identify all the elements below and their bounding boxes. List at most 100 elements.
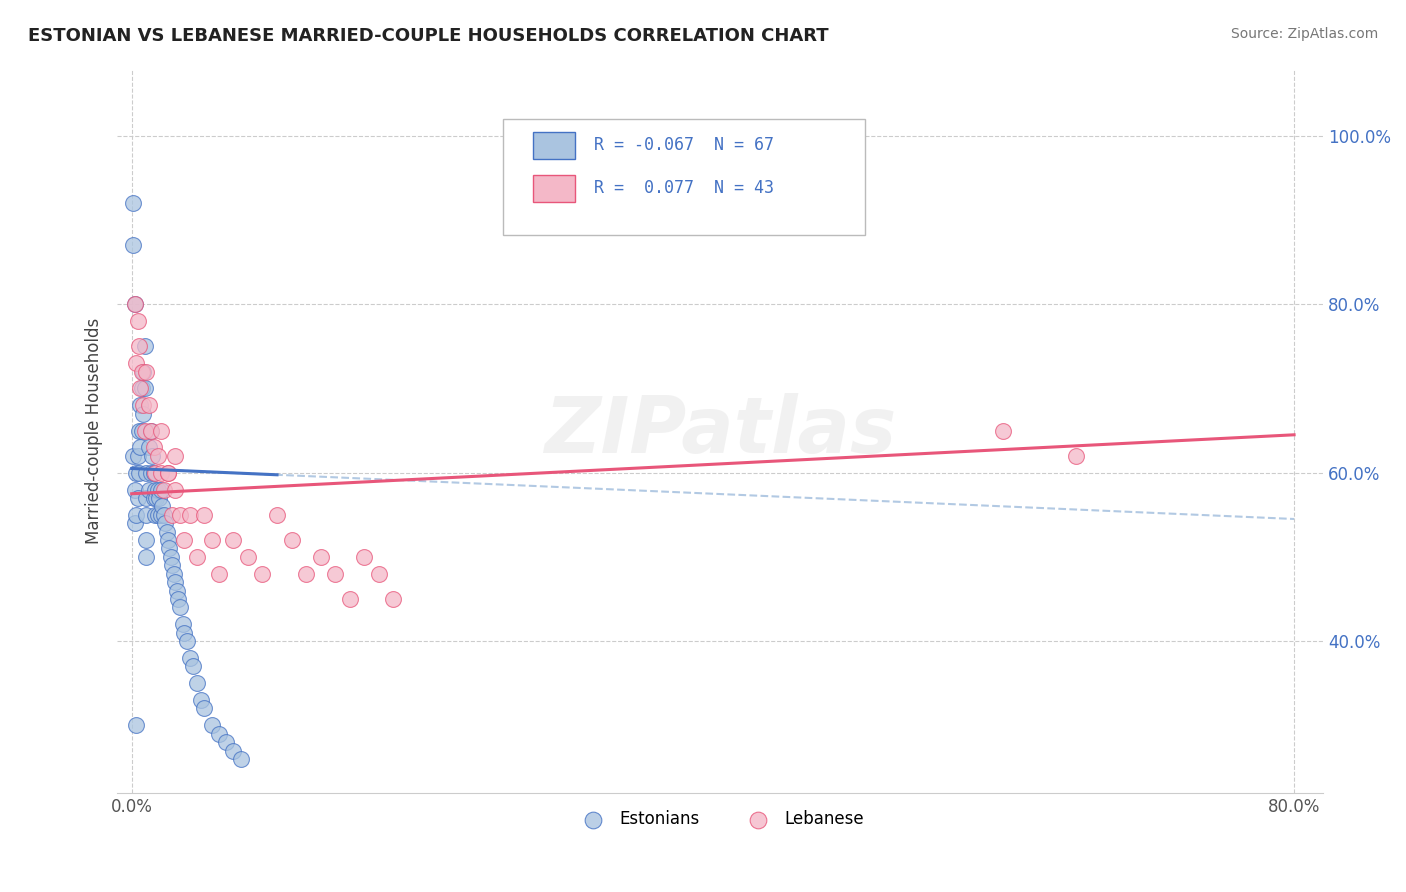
Point: [208, 566, 231, 581]
Point: [339, 592, 361, 607]
Point: [135, 533, 157, 547]
Point: [134, 382, 156, 396]
Point: [135, 508, 157, 522]
Point: [162, 508, 184, 522]
Point: [142, 491, 165, 505]
Point: [149, 483, 172, 497]
Point: [162, 558, 184, 573]
Point: [309, 549, 332, 564]
Point: [138, 483, 160, 497]
Point: [142, 441, 165, 455]
Point: [193, 701, 215, 715]
Point: [173, 533, 195, 547]
Point: [150, 500, 173, 514]
Point: [186, 549, 208, 564]
Point: [173, 625, 195, 640]
Point: [124, 297, 146, 311]
Point: [382, 592, 405, 607]
Point: [148, 491, 170, 505]
Point: [122, 449, 145, 463]
Point: [127, 491, 149, 505]
Point: [157, 466, 180, 480]
Point: [166, 583, 188, 598]
Point: [160, 549, 183, 564]
Point: [131, 424, 153, 438]
Point: [146, 449, 169, 463]
Point: [179, 651, 201, 665]
Point: [215, 735, 238, 749]
Point: [190, 693, 212, 707]
Point: [159, 541, 181, 556]
Point: [125, 356, 148, 370]
Point: [131, 382, 153, 396]
Point: [222, 533, 245, 547]
Point: [124, 483, 146, 497]
Point: [145, 491, 167, 505]
Point: [149, 424, 172, 438]
Point: [157, 533, 180, 547]
Point: [132, 398, 155, 412]
Point: [125, 508, 148, 522]
Text: R =  0.077  N = 43: R = 0.077 N = 43: [593, 179, 773, 197]
Point: [165, 449, 187, 463]
Point: [149, 508, 172, 522]
Point: [125, 466, 148, 480]
Point: [229, 752, 252, 766]
Text: R = -0.067  N = 67: R = -0.067 N = 67: [593, 136, 773, 153]
Point: [128, 424, 150, 438]
Point: [149, 466, 172, 480]
Point: [135, 549, 157, 564]
Point: [176, 634, 198, 648]
Point: [131, 365, 153, 379]
Point: [141, 449, 163, 463]
Point: [122, 196, 145, 211]
Point: [124, 297, 146, 311]
Point: [222, 743, 245, 757]
Point: [186, 676, 208, 690]
Point: [172, 617, 194, 632]
Point: [181, 659, 204, 673]
Point: [146, 483, 169, 497]
Point: [128, 466, 150, 480]
Point: [266, 508, 288, 522]
Point: [152, 508, 174, 522]
Point: [127, 314, 149, 328]
Point: [153, 516, 176, 531]
Point: [127, 449, 149, 463]
Point: [252, 566, 274, 581]
Point: [132, 365, 155, 379]
Point: [143, 466, 166, 480]
Text: ESTONIAN VS LEBANESE MARRIED-COUPLE HOUSEHOLDS CORRELATION CHART: ESTONIAN VS LEBANESE MARRIED-COUPLE HOUS…: [28, 27, 828, 45]
Legend: Estonians, Lebanese: Estonians, Lebanese: [569, 804, 870, 835]
Point: [169, 600, 191, 615]
Point: [201, 533, 224, 547]
Point: [124, 516, 146, 531]
Point: [157, 466, 180, 480]
Point: [323, 566, 346, 581]
Point: [143, 483, 166, 497]
Point: [122, 238, 145, 252]
FancyBboxPatch shape: [503, 120, 865, 235]
Point: [193, 508, 215, 522]
Point: [165, 575, 187, 590]
Point: [295, 566, 318, 581]
Point: [201, 718, 224, 732]
Point: [179, 508, 201, 522]
Point: [134, 424, 156, 438]
Point: [135, 466, 157, 480]
Point: [208, 727, 231, 741]
Point: [132, 407, 155, 421]
Text: Source: ZipAtlas.com: Source: ZipAtlas.com: [1230, 27, 1378, 41]
Point: [139, 466, 162, 480]
Point: [142, 466, 165, 480]
Point: [165, 483, 187, 497]
Point: [146, 508, 169, 522]
Point: [135, 491, 157, 505]
Point: [128, 339, 150, 353]
Point: [155, 524, 177, 539]
Point: [163, 566, 186, 581]
Point: [125, 718, 148, 732]
FancyBboxPatch shape: [533, 131, 575, 159]
Point: [143, 508, 166, 522]
Point: [139, 424, 162, 438]
